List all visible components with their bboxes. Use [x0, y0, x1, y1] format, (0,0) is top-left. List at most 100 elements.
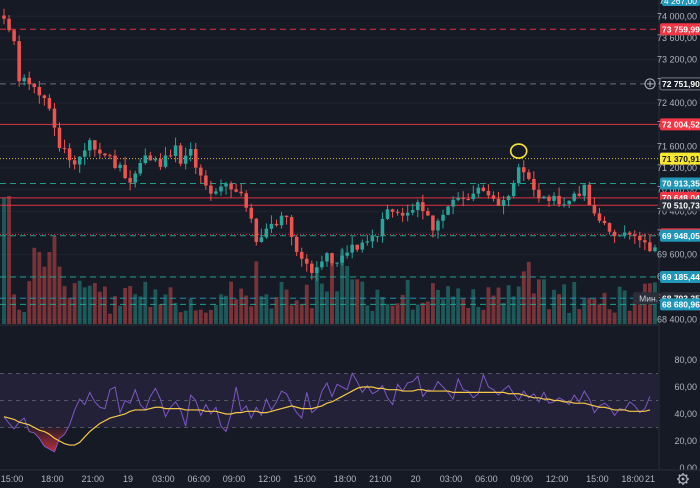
candle-body	[633, 234, 637, 236]
volume-bar	[183, 310, 188, 324]
candle-body	[7, 18, 11, 31]
price-tick-label: 68 400,00	[657, 315, 697, 325]
volume-bar	[330, 262, 334, 324]
volume-bar	[597, 303, 602, 324]
price-level-label: 72 751,90	[662, 79, 700, 89]
candle-body	[93, 140, 97, 150]
candle-body	[643, 240, 647, 243]
add-icon-ring	[644, 78, 656, 90]
volume-bar	[511, 296, 516, 324]
candle-body	[395, 211, 400, 213]
candle-body	[269, 223, 274, 229]
candle-body	[426, 211, 430, 216]
time-tick-label: 09:00	[510, 474, 533, 484]
time-tick-label: 15:00	[586, 474, 609, 484]
volume-bar	[214, 304, 218, 324]
volume-bar	[193, 310, 198, 324]
volume-bar	[536, 279, 541, 324]
candle-body	[441, 214, 445, 221]
price-level-badge	[660, 298, 700, 311]
candle-body	[315, 267, 319, 273]
price-tick-label: 71 200,00	[657, 163, 697, 173]
volume-bar	[314, 267, 319, 324]
volume-bar	[592, 298, 597, 324]
gear-tooth	[678, 474, 681, 477]
time-tick-label: 12:00	[546, 474, 569, 484]
price-tick-label: 69 600,00	[657, 250, 697, 260]
gear-icon[interactable]	[677, 473, 689, 485]
volume-bar	[400, 294, 405, 324]
candle-body	[178, 145, 183, 164]
volume-bar	[319, 283, 324, 324]
oscillator-panel	[0, 372, 658, 453]
price-level-label: 73 759,99	[662, 24, 700, 34]
volume-bar	[582, 299, 587, 324]
candle-body	[446, 206, 450, 215]
volume-bar	[587, 298, 592, 324]
volume-bar	[244, 295, 249, 324]
candle-body	[264, 228, 269, 238]
volume-bar	[32, 247, 37, 324]
volume-bar	[415, 304, 420, 324]
time-tick-label: 21:00	[369, 474, 392, 484]
oscillator-tick-label: 20,00	[674, 436, 697, 446]
oscillator-line	[3, 372, 651, 453]
volume-bar	[526, 261, 531, 324]
volume-bar	[405, 279, 410, 324]
candle-body	[103, 153, 107, 156]
candle-body	[340, 255, 344, 263]
candle-body	[638, 235, 642, 241]
volume-bar	[385, 303, 390, 324]
volume-bar	[57, 266, 62, 324]
candle-body	[209, 185, 213, 194]
volume-bar	[87, 285, 92, 324]
candle-body	[380, 218, 385, 237]
candle-body	[602, 220, 607, 224]
add-alert-icon[interactable]	[644, 78, 656, 90]
volume-bar	[360, 281, 365, 324]
volume-bar	[27, 281, 32, 324]
candle-body	[118, 164, 122, 168]
volume-bar	[143, 281, 148, 324]
volume-bar	[163, 294, 168, 324]
volume-bar	[577, 309, 582, 324]
candle-body	[365, 241, 370, 243]
volume-bar	[203, 312, 208, 324]
candle-body	[214, 191, 218, 194]
price-tick-label: 71 600,00	[657, 141, 697, 151]
volume-bar	[340, 249, 345, 324]
time-tick-label: 18:00	[41, 474, 64, 484]
candle-body	[239, 191, 243, 194]
volume-bar	[325, 291, 329, 324]
time-tick-label: 19	[123, 474, 133, 484]
candle-body	[511, 183, 516, 197]
volume-bar	[7, 195, 11, 324]
volume-bar	[123, 288, 128, 324]
volume-bar	[128, 286, 133, 324]
candle-body	[461, 197, 465, 199]
volume-bar	[531, 293, 536, 324]
volume-bar	[627, 310, 632, 324]
candle-body	[537, 189, 541, 199]
volume-bar	[612, 312, 617, 324]
volume-bar	[22, 311, 27, 324]
candle-body	[77, 156, 82, 165]
price-tick-label: 74 000,00	[657, 11, 697, 21]
volume-bar	[279, 281, 284, 324]
candle-body	[289, 217, 294, 237]
volume-bar	[148, 306, 153, 324]
candle-body	[582, 184, 587, 196]
volume-bar	[542, 279, 546, 324]
price-level-badge	[660, 229, 700, 242]
volume-bar	[496, 287, 501, 324]
price-level-label: 68 680,96	[662, 300, 700, 310]
candle-body	[451, 199, 455, 207]
price-level-lines	[0, 28, 658, 305]
volume-bar	[52, 235, 57, 324]
candle-body	[385, 209, 390, 219]
candle-body	[355, 244, 359, 250]
volume-bar	[602, 292, 607, 324]
gear-tooth	[685, 481, 688, 484]
